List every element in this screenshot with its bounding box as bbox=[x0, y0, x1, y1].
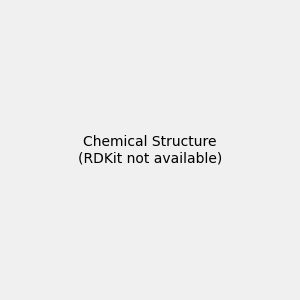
Text: Chemical Structure
(RDKit not available): Chemical Structure (RDKit not available) bbox=[78, 135, 222, 165]
